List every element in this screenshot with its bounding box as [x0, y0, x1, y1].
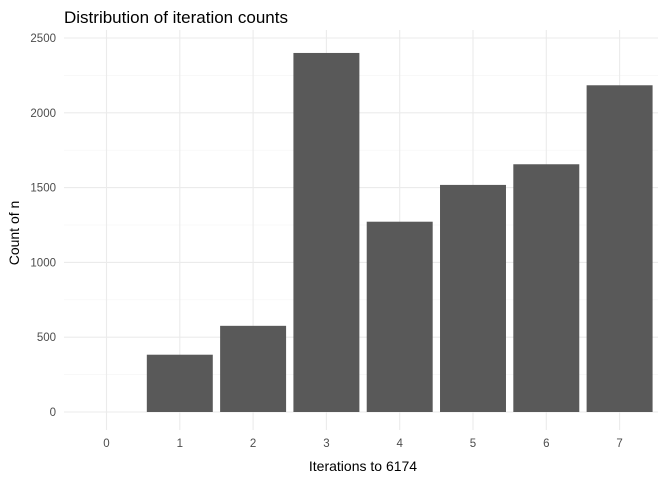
x-tick-label: 6 — [543, 438, 549, 450]
y-tick-label: 1500 — [30, 183, 56, 195]
bar-7 — [586, 85, 653, 413]
x-tick-label: 5 — [470, 438, 476, 450]
y-axis-title: Count of n — [6, 201, 22, 266]
bar-3 — [293, 52, 360, 413]
x-tick-label: 7 — [616, 438, 622, 450]
x-tick-label: 2 — [250, 438, 256, 450]
x-axis-ticks: 0 1 2 3 4 5 6 7 — [103, 438, 623, 450]
x-tick-label: 0 — [103, 438, 109, 450]
chart-title: Distribution of iteration counts — [64, 8, 288, 27]
y-tick-label: 2500 — [30, 33, 56, 45]
x-axis-title: Iterations to 6174 — [309, 458, 417, 474]
x-tick-label: 4 — [396, 438, 403, 450]
y-axis-ticks: 0 500 1000 1500 2000 2500 — [30, 33, 56, 419]
bar-6 — [513, 164, 580, 412]
x-tick-label: 1 — [177, 438, 183, 450]
bars — [146, 52, 653, 413]
bar-5 — [440, 184, 506, 412]
bar-4 — [366, 221, 433, 412]
y-tick-label: 500 — [37, 332, 56, 344]
x-tick-label: 3 — [323, 438, 329, 450]
y-tick-label: 2000 — [30, 108, 56, 120]
y-tick-label: 1000 — [30, 257, 56, 269]
bar-2 — [220, 325, 287, 412]
y-tick-label: 0 — [50, 407, 56, 419]
bar-1 — [146, 354, 213, 412]
